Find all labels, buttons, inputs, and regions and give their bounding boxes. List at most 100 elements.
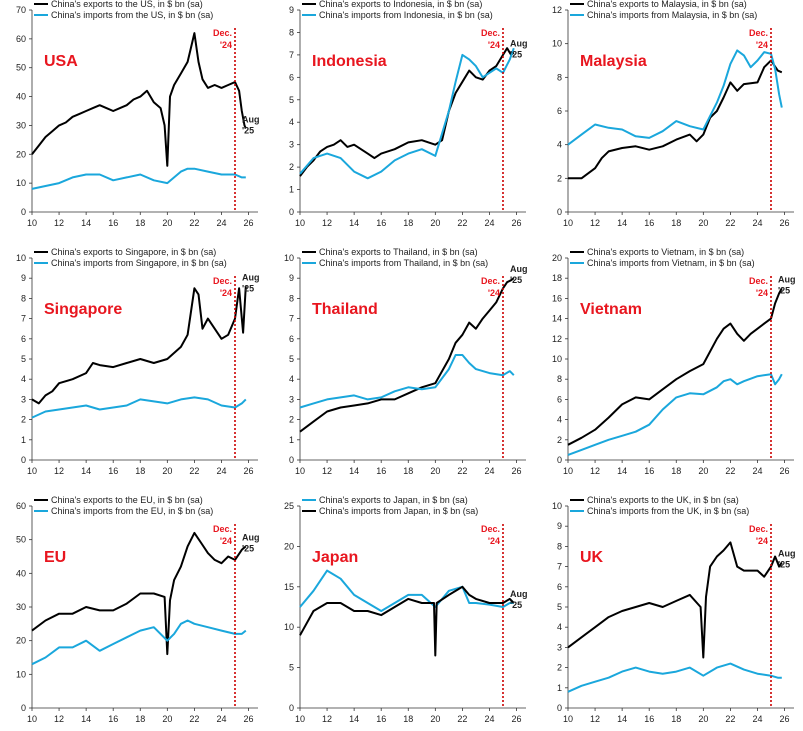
y-tick-label: 7: [21, 314, 26, 324]
x-tick-label: 24: [484, 714, 494, 724]
series-line-1: [567, 49, 783, 146]
marker-label-line2: '24: [488, 40, 500, 50]
series-line-1: [31, 167, 246, 190]
y-tick-label: 10: [284, 622, 294, 632]
x-tick-label: 24: [484, 218, 494, 228]
y-tick-label: 30: [16, 120, 26, 130]
x-tick-label: 18: [135, 466, 145, 476]
legend-entry: China's imports from Singapore, in $ bn …: [51, 258, 227, 268]
end-label-line2: '25: [510, 275, 522, 285]
y-tick-label: 5: [289, 354, 294, 364]
y-tick-label: 60: [16, 34, 26, 44]
y-tick-label: 3: [21, 394, 26, 404]
end-label-line2: '25: [242, 283, 254, 293]
x-tick-label: 22: [457, 714, 467, 724]
x-tick-label: 20: [430, 218, 440, 228]
series-line-1: [299, 47, 515, 180]
y-tick-label: 0: [21, 703, 26, 713]
x-tick-label: 16: [108, 466, 118, 476]
x-tick-label: 12: [590, 218, 600, 228]
marker-label-line2: '24: [488, 288, 500, 298]
y-tick-label: 4: [557, 140, 562, 150]
legend-entry: China's imports from the UK, in $ bn (sa…: [587, 506, 749, 516]
series-line-0: [299, 47, 515, 177]
x-tick-label: 24: [752, 466, 762, 476]
y-tick-label: 0: [289, 703, 294, 713]
legend-entry: China's imports from Thailand, in $ bn (…: [319, 258, 488, 268]
x-tick-label: 18: [671, 714, 681, 724]
y-tick-label: 5: [289, 663, 294, 673]
series-line-1: [31, 396, 247, 419]
legend-entry: China's exports to Thailand, in $ bn (sa…: [319, 247, 478, 257]
y-tick-label: 5: [289, 95, 294, 105]
series-line-1: [567, 373, 783, 456]
y-tick-label: 6: [289, 72, 294, 82]
chart-title: Japan: [312, 549, 358, 566]
x-tick-label: 12: [54, 714, 64, 724]
y-tick-label: 3: [289, 394, 294, 404]
end-label-line1: Aug: [510, 264, 528, 274]
y-tick-label: 7: [289, 50, 294, 60]
marker-label-line1: Dec.: [481, 276, 500, 286]
x-tick-label: 22: [189, 466, 199, 476]
y-tick-label: 6: [557, 394, 562, 404]
x-tick-label: 10: [563, 466, 573, 476]
y-tick-label: 50: [16, 535, 26, 545]
x-tick-label: 20: [698, 714, 708, 724]
x-tick-label: 14: [349, 714, 359, 724]
x-tick-label: 22: [725, 466, 735, 476]
series-line-0: [31, 286, 247, 405]
x-tick-label: 22: [189, 714, 199, 724]
x-tick-label: 14: [349, 218, 359, 228]
x-tick-label: 20: [698, 466, 708, 476]
x-tick-label: 10: [295, 466, 305, 476]
end-label-line1: Aug: [242, 272, 260, 282]
y-tick-label: 18: [552, 273, 562, 283]
y-tick-label: 20: [552, 253, 562, 263]
x-tick-label: 18: [135, 218, 145, 228]
y-tick-label: 0: [21, 207, 26, 217]
x-tick-label: 24: [216, 218, 226, 228]
marker-label-line1: Dec.: [749, 28, 768, 38]
x-tick-label: 10: [27, 218, 37, 228]
end-label-line2: '25: [242, 125, 254, 135]
legend-entry: China's imports from Japan, in $ bn (sa): [319, 506, 478, 516]
x-tick-label: 26: [780, 714, 790, 724]
x-tick-label: 24: [484, 466, 494, 476]
series-line-0: [299, 277, 515, 433]
end-label-line2: '25: [510, 600, 522, 610]
end-label-line2: '25: [510, 50, 522, 60]
y-tick-label: 2: [289, 162, 294, 172]
marker-label-line2: '24: [220, 536, 232, 546]
marker-label-line2: '24: [220, 288, 232, 298]
x-tick-label: 26: [244, 466, 254, 476]
y-tick-label: 6: [557, 106, 562, 116]
series-line-1: [567, 662, 782, 693]
y-tick-label: 5: [557, 602, 562, 612]
legend-entry: China's exports to Japan, in $ bn (sa): [319, 495, 468, 505]
y-tick-label: 30: [16, 602, 26, 612]
x-tick-label: 26: [244, 218, 254, 228]
y-tick-label: 8: [557, 541, 562, 551]
x-tick-label: 10: [27, 714, 37, 724]
series-line-1: [299, 354, 515, 409]
y-tick-label: 20: [16, 149, 26, 159]
legend-entry: China's imports from the EU, in $ bn (sa…: [51, 506, 213, 516]
x-tick-label: 12: [322, 218, 332, 228]
x-tick-label: 22: [457, 218, 467, 228]
y-tick-label: 4: [21, 374, 26, 384]
x-tick-label: 26: [512, 714, 522, 724]
x-tick-label: 12: [322, 466, 332, 476]
y-tick-label: 2: [557, 663, 562, 673]
marker-label-line2: '24: [756, 288, 768, 298]
series-line-0: [567, 541, 783, 659]
x-tick-label: 16: [644, 218, 654, 228]
y-tick-label: 15: [284, 582, 294, 592]
x-tick-label: 26: [512, 218, 522, 228]
x-tick-label: 22: [457, 466, 467, 476]
series-line-0: [31, 32, 247, 167]
